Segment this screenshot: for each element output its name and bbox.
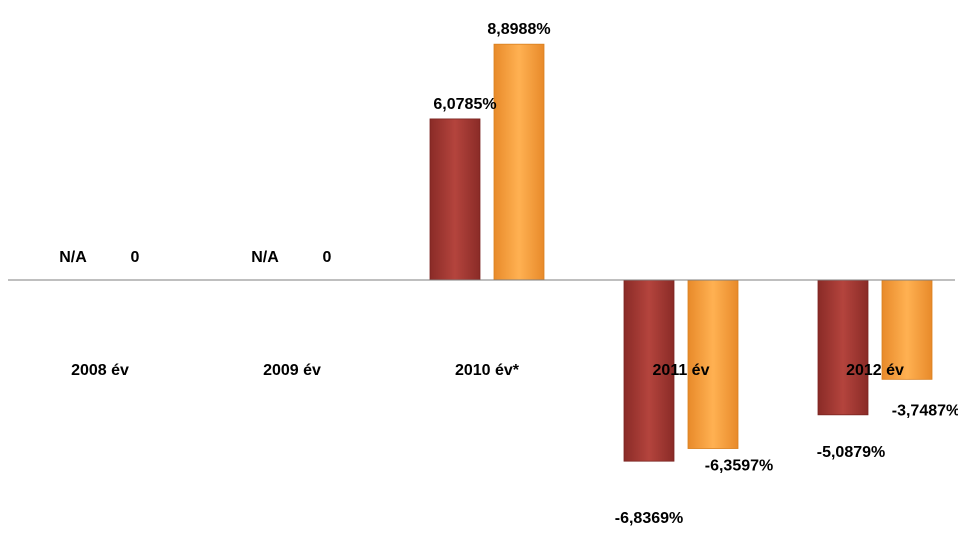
category-label: 2008 év <box>71 362 129 379</box>
data-label: 8,8988% <box>487 21 550 38</box>
data-label: 0 <box>323 249 332 266</box>
category-label: 2011 év <box>653 362 710 379</box>
data-label: -6,3597% <box>705 458 774 475</box>
data-label: N/A <box>251 249 279 266</box>
bar-s1-3 <box>429 118 481 281</box>
bar-s2-4 <box>687 279 739 449</box>
data-label: -6,8369% <box>615 510 684 527</box>
data-label: -3,7487% <box>892 402 958 419</box>
data-label: 0 <box>131 249 140 266</box>
bar-s2-3 <box>493 43 545 281</box>
bar-s1-5 <box>817 279 869 416</box>
data-label: 6,0785% <box>433 96 496 113</box>
data-label: -5,0879% <box>817 444 886 461</box>
category-label: 2010 év* <box>455 362 520 379</box>
bar-s1-4 <box>623 279 675 462</box>
bars-layer <box>429 43 933 462</box>
labels-layer: 2008 év 2009 év 2010 év* 2011 év 2012 év N/A N… <box>59 21 958 527</box>
category-label: 2012 év <box>846 362 904 379</box>
data-label: N/A <box>59 249 87 266</box>
category-label: 2009 év <box>263 362 321 379</box>
